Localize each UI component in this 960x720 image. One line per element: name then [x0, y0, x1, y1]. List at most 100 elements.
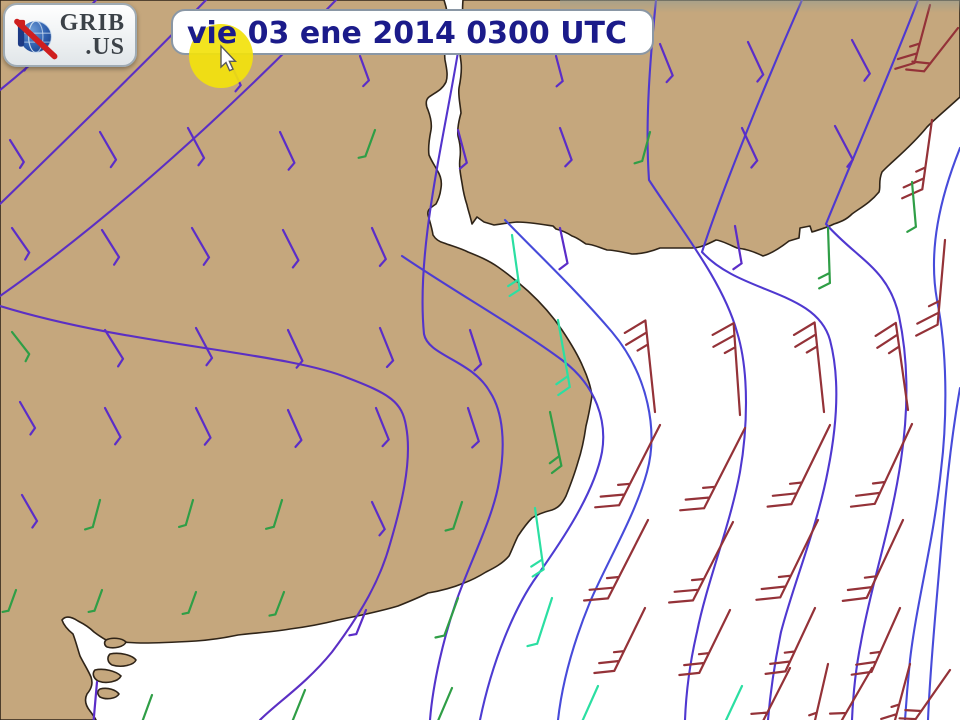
wind-barb — [286, 408, 303, 448]
wind-barb — [679, 426, 747, 512]
wind-barb — [370, 226, 387, 267]
isobar-line — [926, 386, 960, 720]
logo-wordmark: GRIB .US — [59, 9, 135, 60]
logo-line1: GRIB — [59, 9, 125, 36]
wind-barb — [817, 226, 831, 290]
wind-barb — [444, 500, 464, 532]
wind-barb — [724, 684, 744, 720]
wind-barb — [633, 130, 652, 165]
wind-barb — [507, 233, 521, 298]
wind-barb — [141, 693, 154, 720]
wind-barb — [808, 662, 830, 720]
wind-barb — [370, 500, 386, 537]
wind-barb — [755, 518, 820, 601]
wind-barb — [583, 518, 650, 602]
wind-barb — [374, 406, 390, 448]
wind-barb — [466, 406, 480, 449]
wind-barb — [468, 328, 483, 372]
isobar-line — [700, 0, 838, 720]
wind-barb — [194, 406, 212, 446]
island — [107, 652, 137, 667]
wind-barb — [8, 138, 25, 169]
wind-barb — [1, 588, 18, 613]
wind-barb — [880, 662, 912, 720]
wind-barb — [190, 226, 211, 266]
isobar-line — [903, 146, 960, 720]
logo-line2: .US — [85, 34, 125, 60]
wind-barb — [87, 588, 104, 613]
wind-barb — [581, 684, 600, 720]
wind-barb — [348, 608, 368, 637]
wind-barb — [764, 606, 817, 675]
wind-barb — [593, 606, 647, 675]
wind-barb — [100, 228, 121, 266]
wind-barb — [850, 606, 902, 676]
island — [92, 668, 122, 684]
wind-barb — [281, 228, 300, 269]
wind-barb — [750, 666, 792, 720]
wind-barb — [898, 668, 952, 720]
wind-barb — [103, 406, 122, 446]
timestamp-label-box — [171, 9, 654, 55]
wind-barb — [456, 128, 468, 170]
wind-barb — [849, 422, 914, 508]
globe-no-symbol-icon — [14, 18, 58, 60]
wind-barb — [594, 423, 662, 509]
wind-barb — [746, 40, 765, 83]
wind-barb — [833, 124, 854, 168]
wind-barb — [357, 128, 377, 159]
wind-barb — [286, 328, 304, 369]
wind-barb — [558, 226, 569, 271]
wind-barb — [558, 126, 573, 168]
wind-barb — [268, 590, 286, 617]
isobar-line — [503, 218, 653, 720]
wind-barb — [915, 238, 947, 337]
wind-barb — [850, 38, 871, 82]
grib-us-logo[interactable]: GRIB .US — [3, 3, 137, 67]
island — [96, 687, 120, 700]
wind-barb — [20, 493, 39, 529]
wind-barb — [841, 518, 905, 602]
wind-barb — [10, 226, 31, 261]
island — [103, 637, 127, 649]
wind-barbs — [1, 3, 960, 720]
wind-barb — [548, 410, 563, 475]
timestamp-label: vie 03 ene 2014 0300 UTC — [187, 16, 627, 51]
wind-barb — [10, 330, 31, 363]
wind-barb — [98, 130, 118, 169]
wind-barb — [792, 321, 826, 414]
wind-barb — [905, 26, 960, 73]
wind-barb — [178, 498, 195, 528]
mouse-cursor-icon — [220, 44, 238, 72]
wind-barb — [186, 126, 206, 167]
wind-barb — [678, 608, 732, 677]
wind-barb — [103, 328, 125, 368]
wind-barb — [894, 3, 932, 70]
wind-barb — [278, 130, 296, 171]
wind-barb — [291, 688, 307, 720]
wind-barb — [358, 54, 370, 88]
wind-barb — [740, 126, 759, 169]
wind-barb — [658, 42, 674, 84]
wind-barb — [766, 423, 832, 508]
wind-barb — [530, 506, 545, 578]
wind-barb — [265, 498, 284, 530]
wind-barb — [623, 319, 657, 414]
wind-barb — [554, 54, 564, 88]
wind-barb — [84, 498, 102, 531]
wind-barb — [18, 400, 37, 436]
wind-barb — [906, 180, 917, 233]
wind-barb — [92, 680, 99, 720]
wind-barb — [437, 686, 454, 720]
wind-barb — [378, 326, 395, 369]
wind-barb — [555, 318, 571, 397]
isobar-line — [400, 254, 605, 720]
wind-barb — [194, 326, 214, 367]
wind-barb — [711, 322, 742, 417]
wind-barb — [732, 224, 743, 271]
wind-barb — [874, 321, 910, 412]
isobar-line — [0, 304, 409, 720]
